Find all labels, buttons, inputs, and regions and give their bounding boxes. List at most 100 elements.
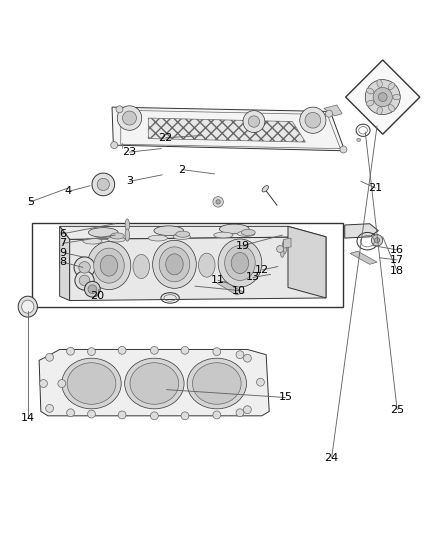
Ellipse shape [154, 226, 184, 236]
Circle shape [181, 412, 189, 420]
Circle shape [85, 281, 100, 297]
Circle shape [236, 351, 244, 359]
Ellipse shape [125, 229, 130, 241]
Ellipse shape [377, 79, 382, 87]
Circle shape [325, 110, 332, 117]
Circle shape [300, 107, 326, 133]
Circle shape [79, 262, 90, 273]
Circle shape [118, 411, 126, 419]
Ellipse shape [94, 248, 124, 283]
Circle shape [75, 271, 94, 290]
Circle shape [305, 112, 321, 128]
Circle shape [365, 79, 400, 115]
Text: 19: 19 [236, 240, 250, 251]
Circle shape [79, 275, 90, 286]
Circle shape [213, 197, 223, 207]
Polygon shape [39, 350, 269, 416]
Ellipse shape [83, 238, 102, 244]
Ellipse shape [192, 363, 241, 404]
Text: 4: 4 [65, 187, 72, 196]
Ellipse shape [125, 219, 130, 231]
Circle shape [374, 238, 380, 243]
Text: 8: 8 [59, 257, 66, 267]
Text: 24: 24 [325, 453, 339, 463]
Text: 11: 11 [211, 276, 225, 286]
Ellipse shape [237, 231, 255, 236]
Ellipse shape [225, 246, 255, 280]
Polygon shape [288, 227, 326, 298]
Text: 15: 15 [279, 392, 292, 402]
Text: 20: 20 [91, 291, 105, 301]
Circle shape [244, 406, 251, 414]
Ellipse shape [152, 240, 196, 288]
Ellipse shape [18, 296, 37, 317]
Circle shape [116, 106, 123, 113]
Text: 18: 18 [390, 266, 404, 276]
Text: 12: 12 [255, 265, 269, 275]
Circle shape [88, 410, 95, 418]
Ellipse shape [283, 240, 287, 254]
Text: 6: 6 [59, 229, 66, 239]
Circle shape [244, 354, 251, 362]
Ellipse shape [388, 104, 395, 111]
Circle shape [243, 111, 265, 133]
Circle shape [97, 179, 110, 190]
Polygon shape [217, 281, 244, 295]
Circle shape [150, 412, 158, 420]
Ellipse shape [173, 234, 191, 239]
Circle shape [111, 142, 118, 149]
Ellipse shape [388, 83, 395, 90]
Ellipse shape [159, 247, 190, 282]
Circle shape [216, 200, 220, 204]
Ellipse shape [110, 233, 124, 239]
Text: 16: 16 [390, 245, 404, 255]
Polygon shape [350, 251, 377, 264]
Polygon shape [345, 224, 378, 238]
Ellipse shape [88, 228, 118, 237]
Circle shape [118, 346, 126, 354]
Polygon shape [148, 118, 305, 142]
Circle shape [46, 405, 53, 413]
Text: 10: 10 [232, 286, 246, 295]
Circle shape [67, 409, 74, 417]
Ellipse shape [198, 253, 215, 277]
Polygon shape [346, 60, 420, 134]
Text: 22: 22 [159, 133, 173, 143]
Circle shape [373, 87, 392, 107]
Ellipse shape [377, 107, 382, 115]
Circle shape [181, 346, 189, 354]
Circle shape [88, 285, 97, 294]
Text: 23: 23 [123, 147, 137, 157]
Ellipse shape [367, 88, 374, 94]
Ellipse shape [62, 358, 121, 409]
Ellipse shape [219, 224, 249, 234]
Ellipse shape [108, 237, 125, 242]
Circle shape [67, 348, 74, 355]
Circle shape [371, 235, 383, 246]
Ellipse shape [100, 255, 118, 276]
Ellipse shape [133, 254, 150, 279]
Ellipse shape [21, 300, 34, 313]
Ellipse shape [176, 231, 190, 237]
Circle shape [150, 346, 158, 354]
Ellipse shape [262, 185, 268, 192]
Circle shape [213, 411, 221, 419]
Ellipse shape [357, 139, 360, 141]
Ellipse shape [281, 249, 284, 257]
Circle shape [58, 379, 66, 387]
Polygon shape [324, 105, 342, 116]
Circle shape [378, 93, 387, 101]
Polygon shape [112, 107, 345, 151]
Text: 25: 25 [390, 405, 404, 415]
Ellipse shape [231, 253, 249, 273]
Polygon shape [70, 237, 326, 301]
Circle shape [123, 111, 137, 125]
Circle shape [213, 348, 221, 356]
Text: 14: 14 [21, 414, 35, 423]
Bar [32, 223, 343, 306]
Ellipse shape [148, 235, 167, 241]
Text: 7: 7 [59, 238, 66, 248]
Ellipse shape [87, 241, 131, 289]
Circle shape [277, 246, 284, 253]
Ellipse shape [67, 363, 116, 404]
